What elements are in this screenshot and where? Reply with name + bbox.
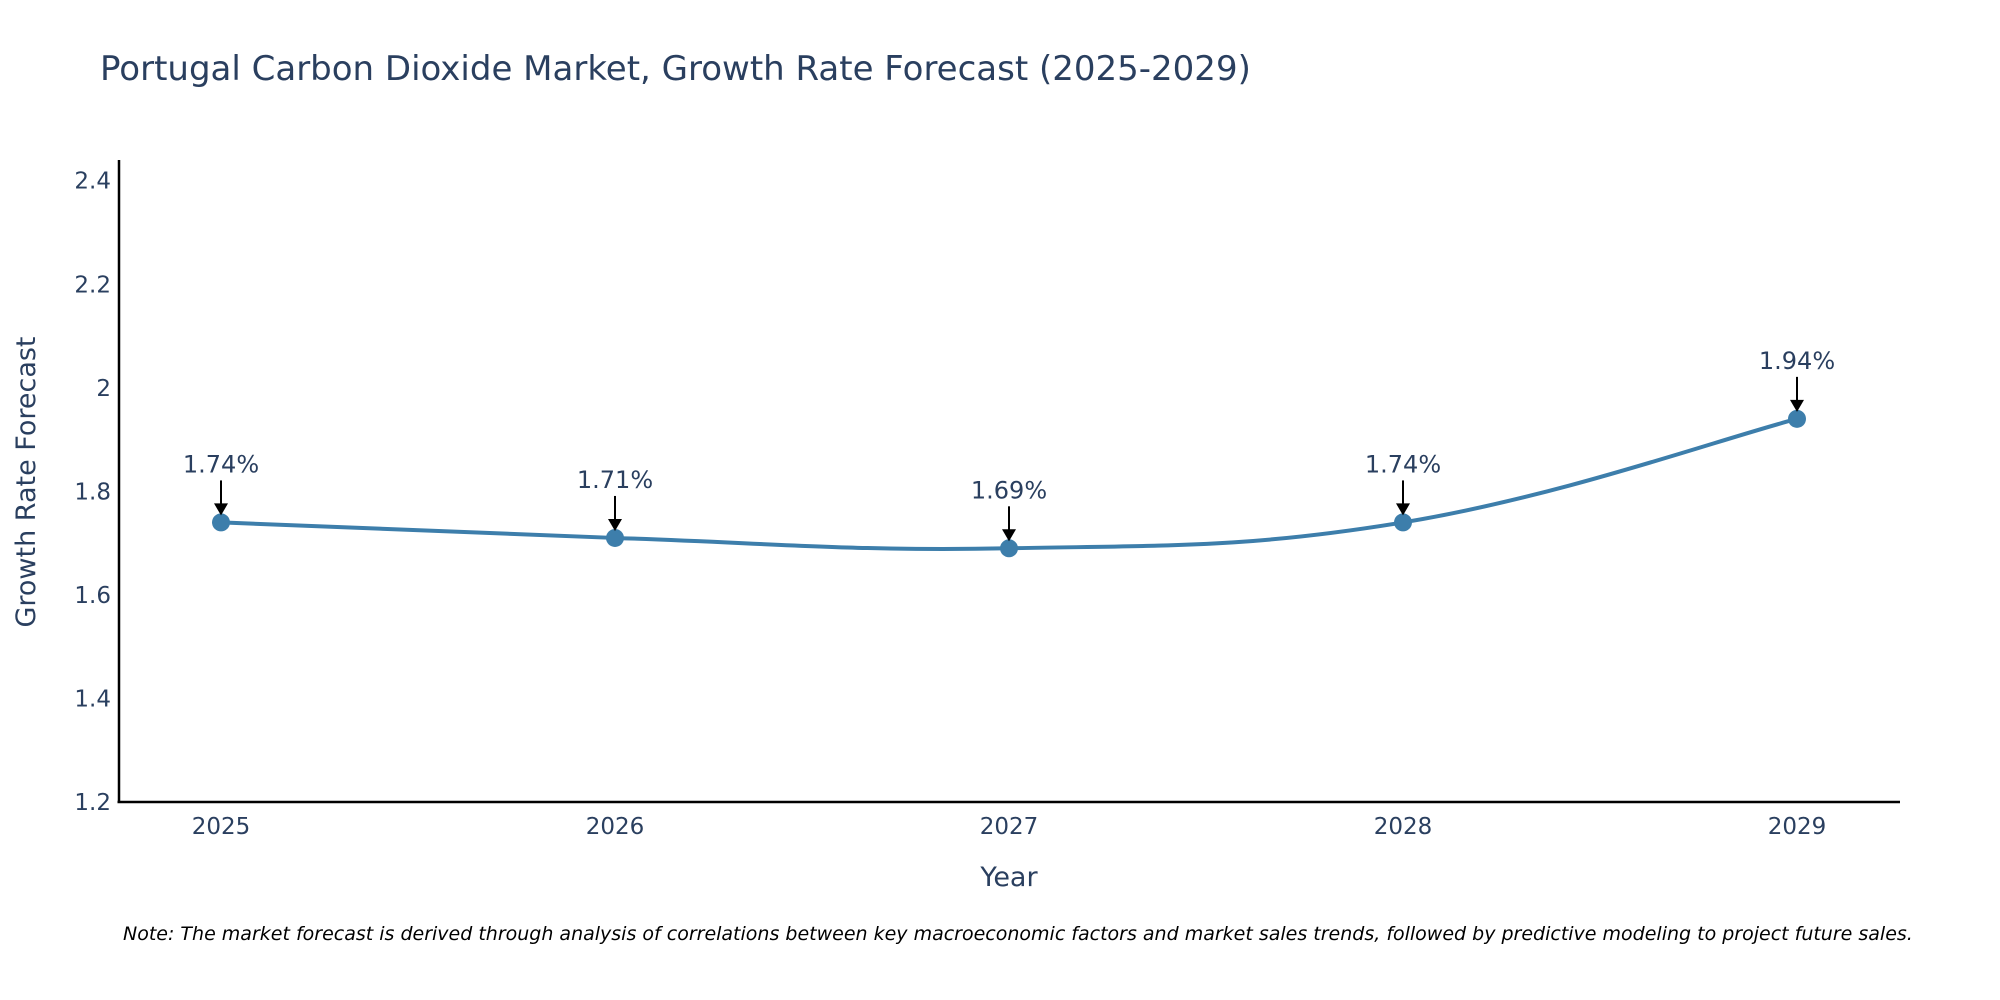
x-tick-label: 2026: [586, 814, 645, 840]
y-tick-label: 2.4: [74, 169, 111, 195]
x-tick-label: 2028: [1374, 814, 1433, 840]
data-label: 1.94%: [1759, 347, 1835, 375]
x-axis-ticks: 2025 2026 2027 2028 2029: [192, 814, 1827, 840]
data-point: [606, 528, 624, 547]
chart-note: Note: The market forecast is derived thr…: [123, 923, 1913, 945]
data-annotations: 1.74% 1.71% 1.69% 1.74% 1.94%: [183, 347, 1835, 542]
annotation-arrow-head: [1790, 399, 1804, 412]
annotation-arrow-head: [1002, 529, 1016, 542]
y-axis-title: Growth Rate Forecast: [11, 336, 42, 627]
x-tick-label: 2027: [980, 814, 1039, 840]
chart-title: Portugal Carbon Dioxide Market, Growth R…: [100, 49, 1251, 89]
data-label: 1.74%: [1365, 450, 1441, 478]
y-tick-label: 1.6: [74, 583, 111, 609]
y-tick-label: 1.4: [74, 686, 111, 712]
data-label: 1.69%: [971, 476, 1047, 504]
y-tick-label: 2.2: [74, 272, 111, 298]
data-point: [1788, 409, 1806, 428]
data-label: 1.74%: [183, 450, 259, 478]
x-axis-title: Year: [979, 862, 1038, 893]
x-tick-label: 2025: [192, 814, 251, 840]
y-tick-label: 1.8: [74, 479, 111, 505]
data-point: [1000, 539, 1018, 558]
y-axis-ticks: 1.2 1.4 1.6 1.8 2 2.2 2.4: [74, 169, 111, 816]
annotation-arrow-head: [1396, 503, 1410, 516]
data-point: [212, 513, 230, 532]
x-tick-label: 2029: [1768, 814, 1827, 840]
data-point: [1394, 513, 1412, 532]
annotation-arrow-head: [214, 503, 228, 516]
y-tick-label: 2: [96, 376, 111, 402]
data-points: [212, 409, 1806, 558]
annotation-arrow-head: [608, 518, 622, 531]
data-label: 1.71%: [577, 466, 653, 494]
y-tick-label: 1.2: [74, 790, 111, 816]
